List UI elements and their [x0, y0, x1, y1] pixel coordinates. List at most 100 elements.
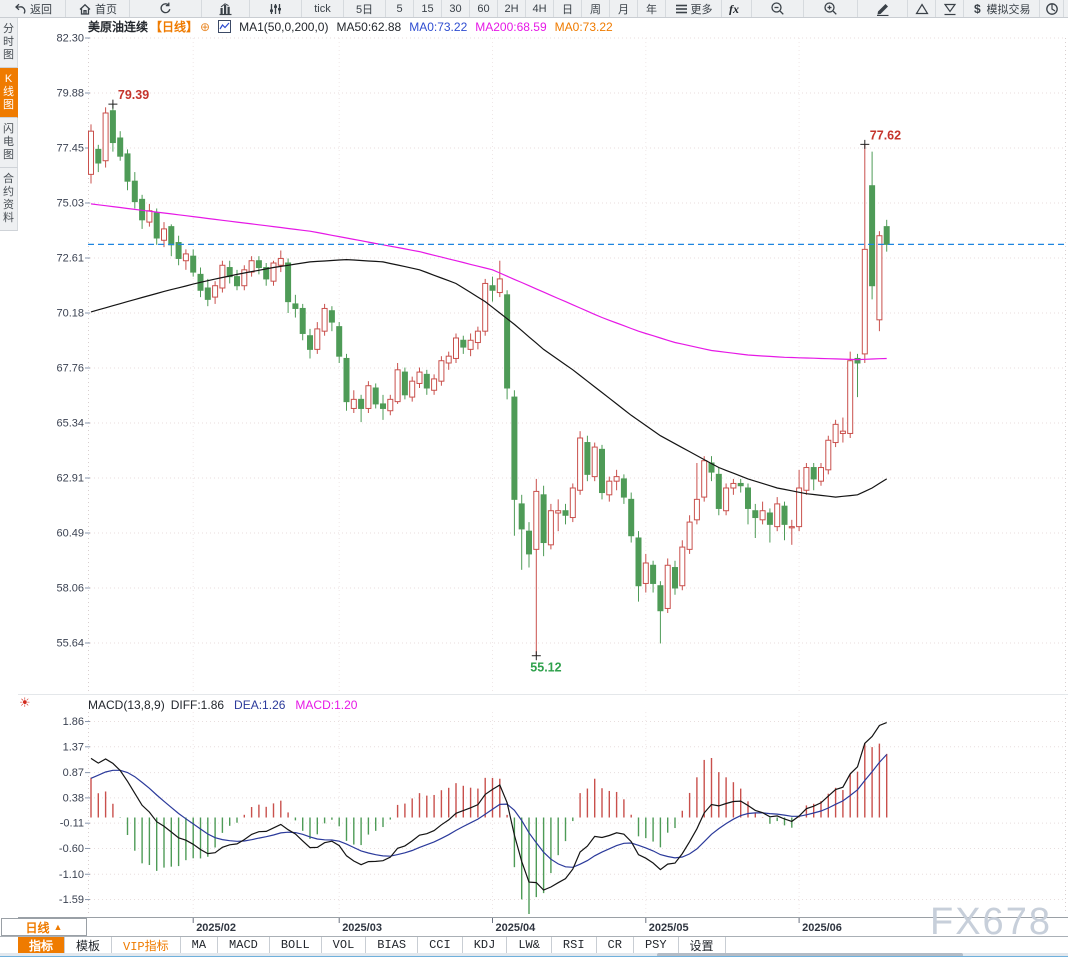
- zoom-in-button[interactable]: [804, 0, 858, 17]
- home-button[interactable]: 首页: [66, 0, 130, 17]
- sidebar-item-char: 合: [3, 173, 14, 185]
- candle-body: [285, 262, 292, 303]
- period-5day-button[interactable]: 5日: [344, 0, 386, 17]
- period-week-button[interactable]: 周: [582, 0, 610, 17]
- candle-body: [766, 512, 773, 525]
- period-selector-button[interactable]: 日线 ▲: [1, 918, 87, 936]
- indicator-tab-kdj[interactable]: KDJ: [463, 937, 508, 953]
- period-2h-button-label: 2H: [504, 2, 519, 15]
- macd-axis-label: 1.37: [63, 741, 84, 753]
- indicator-tab-rsi[interactable]: RSI: [552, 937, 597, 953]
- triangle-up-button[interactable]: [908, 0, 936, 17]
- period-2h-button[interactable]: 2H: [498, 0, 526, 17]
- candle-body: [409, 380, 416, 398]
- mini-chart-icon: [218, 20, 232, 33]
- horizontal-scrollbar[interactable]: [0, 953, 1068, 957]
- period-month-button[interactable]: 月: [610, 0, 638, 17]
- toolbar: 返回 首页 tick 5日 5 15 30 60 2H 4H 日 周 月 年 更多 fx $ 模拟交易: [0, 0, 1068, 18]
- candle-body: [533, 490, 540, 550]
- scrollbar-thumb[interactable]: [657, 953, 963, 957]
- draw-line-button[interactable]: [858, 0, 908, 17]
- candle-body: [854, 357, 861, 364]
- indicator-tab-macd[interactable]: MACD: [218, 937, 270, 953]
- period-tick-button[interactable]: tick: [302, 0, 344, 17]
- add-indicator-icon[interactable]: ⊕: [200, 19, 211, 34]
- period-15-button[interactable]: 15: [414, 0, 442, 17]
- price-axis-label: 72.61: [56, 253, 84, 265]
- candle-body: [146, 210, 153, 223]
- candle-body: [628, 498, 635, 537]
- period-30-button[interactable]: 30: [442, 0, 470, 17]
- sidebar-item-3[interactable]: 闪电图: [0, 118, 18, 168]
- candle-body: [394, 369, 401, 403]
- indicator-tab-cr[interactable]: CR: [597, 937, 634, 953]
- indicator-tab-设置[interactable]: 设置: [679, 937, 726, 954]
- indicator-tab-模板[interactable]: 模板: [65, 937, 113, 954]
- period-year-button[interactable]: 年: [638, 0, 666, 17]
- candle-body: [861, 248, 868, 355]
- indicator-tab-label: VIP指标: [123, 939, 169, 954]
- period-day-button[interactable]: 日: [554, 0, 582, 17]
- period-4h-button[interactable]: 4H: [526, 0, 554, 17]
- price-axis-label: 75.03: [56, 198, 84, 210]
- candle-body: [270, 262, 277, 282]
- sidebar-item-4[interactable]: 合约资料: [0, 168, 18, 231]
- indicator-tab-label: RSI: [562, 938, 585, 952]
- formula-button[interactable]: fx: [722, 0, 752, 17]
- back-button-label: 返回: [30, 3, 52, 16]
- sidebar-item-char: 约: [3, 186, 14, 198]
- macd-axis-label: -0.60: [59, 843, 84, 855]
- indicator-tab-bar: 指标 模板 VIP指标 MA MACD BOLL VOL BIAS CCI KDJ LW& RSI CR…: [0, 936, 1068, 954]
- candle-body: [453, 337, 459, 359]
- indicator-tab-vip指标[interactable]: VIP指标: [112, 937, 181, 954]
- indicator-tab-指标[interactable]: 指标: [18, 937, 66, 954]
- candle-body: [321, 307, 328, 332]
- svg-text:$: $: [974, 2, 981, 15]
- indicator-tab-lw[interactable]: LW&: [507, 937, 552, 953]
- ma50-line: [90, 258, 888, 498]
- svg-text:fx: fx: [729, 2, 739, 15]
- indicator-tab-boll[interactable]: BOLL: [270, 937, 322, 953]
- candle-body: [745, 487, 751, 509]
- indicator-tab-psy[interactable]: PSY: [634, 937, 679, 953]
- candle-body: [496, 278, 503, 294]
- candlestick-chart-canvas[interactable]: 82.30 79.88 77.45 75.03 72.61 70.18 67.76 65.34…: [18, 30, 1068, 936]
- indicator-tab-cci[interactable]: CCI: [418, 937, 463, 953]
- refresh-button[interactable]: [130, 0, 202, 17]
- sim-trade-button[interactable]: $ 模拟交易: [964, 0, 1040, 17]
- period-60-button[interactable]: 60: [470, 0, 498, 17]
- chart-type-button[interactable]: [202, 0, 250, 17]
- triangle-up-icon: [914, 2, 930, 16]
- indicator-tab-vol[interactable]: VOL: [322, 937, 367, 953]
- sidebar-item-1[interactable]: 分时图: [0, 18, 18, 68]
- candle-body: [204, 287, 211, 300]
- period-week-button-label: 周: [590, 3, 601, 16]
- indicator-tab-label: PSY: [644, 938, 667, 952]
- indicator-tab-label: BOLL: [280, 938, 310, 952]
- period-tick-button-label: tick: [314, 2, 331, 15]
- candle-body: [511, 396, 518, 500]
- period-15-button-label: 15: [421, 2, 434, 15]
- period-5-button[interactable]: 5: [386, 0, 414, 17]
- ma0-orange-value: MA0:73.22: [554, 19, 613, 34]
- indicator-tab-ma[interactable]: MA: [181, 937, 219, 953]
- price-axis-label: 79.88: [56, 88, 84, 100]
- indicator-tab-bias[interactable]: BIAS: [366, 937, 419, 953]
- globe-icon: [1045, 2, 1059, 16]
- macd-header: MACD(13,8,9) DIFF:1.86 DEA:1.26 MACD:1.2…: [88, 698, 357, 712]
- candle-body: [175, 242, 182, 259]
- indicator-brightness-icon[interactable]: ☀: [19, 695, 31, 710]
- triangle-down-button[interactable]: [936, 0, 964, 17]
- indicator-params-button[interactable]: [250, 0, 302, 17]
- globe-button[interactable]: [1040, 0, 1064, 17]
- price-axis-label: 65.34: [56, 418, 84, 430]
- back-button[interactable]: 返回: [0, 0, 66, 17]
- candle-body: [591, 446, 598, 478]
- macd-axis-label: 0.87: [63, 767, 84, 779]
- candle-body: [599, 448, 605, 494]
- sidebar-item-char: 电: [3, 136, 14, 148]
- zoom-out-button[interactable]: [752, 0, 804, 17]
- more-button[interactable]: 更多: [666, 0, 722, 17]
